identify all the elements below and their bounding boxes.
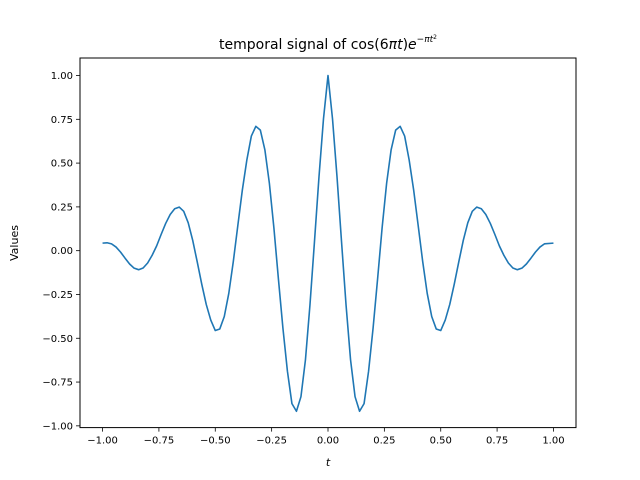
x-tick-label: −0.50 (200, 436, 231, 447)
y-axis: −1.00 −0.75 −0.50 −0.25 0.00 0.25 0.50 0.75 1.00 (42, 71, 80, 432)
y-tick-label: −0.50 (42, 334, 73, 345)
y-tick-label: −0.25 (42, 290, 73, 301)
x-tick-label: 0.50 (430, 436, 452, 447)
y-tick-label: −0.75 (42, 378, 73, 389)
chart-title: temporal signal of cos(6πt)e−πt2 (219, 34, 437, 53)
y-tick-label: −1.00 (42, 421, 73, 432)
x-tick-label: −0.25 (256, 436, 287, 447)
y-tick-label: 0.75 (51, 115, 73, 126)
x-axis-label: t (326, 456, 331, 469)
y-tick-label: 1.00 (51, 71, 73, 82)
y-tick-label: 0.00 (51, 246, 73, 257)
x-tick-label: 0.00 (317, 436, 339, 447)
x-tick-label: −1.00 (87, 436, 118, 447)
x-tick-label: 0.75 (486, 436, 508, 447)
y-tick-label: 0.50 (51, 159, 73, 170)
y-tick-label: 0.25 (51, 202, 73, 213)
x-axis: −1.00 −0.75 −0.50 −0.25 0.00 0.25 0.50 0.75 1.00 (87, 427, 565, 447)
plot-area (102, 74, 554, 413)
series-line-0 (102, 74, 554, 413)
x-tick-label: −0.75 (144, 436, 175, 447)
line-layer (102, 74, 554, 413)
x-tick-label: 1.00 (542, 436, 564, 447)
x-tick-label: 0.25 (373, 436, 395, 447)
y-axis-label: Values (8, 225, 21, 261)
